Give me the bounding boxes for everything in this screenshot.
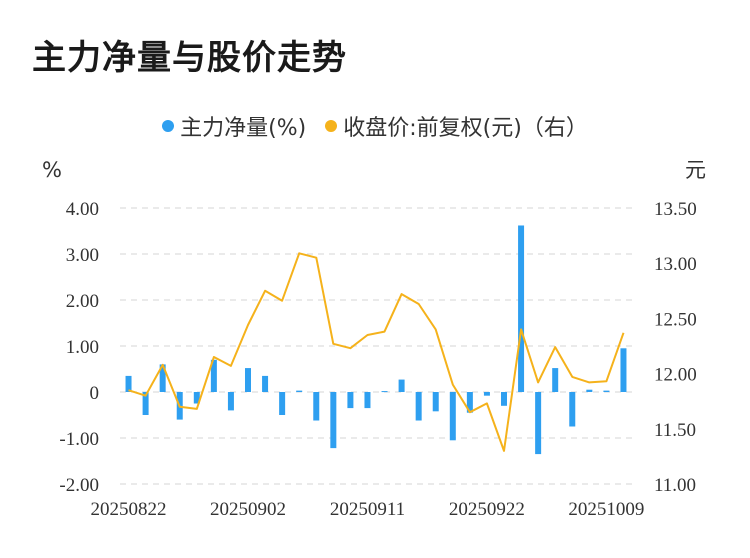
left-tick-label: 4.00 <box>66 199 99 220</box>
bar <box>210 359 217 392</box>
x-tick-label: 20250902 <box>210 499 286 520</box>
right-unit-label: 元 <box>685 158 706 182</box>
bar <box>262 375 269 392</box>
bar-series <box>125 225 627 455</box>
bar <box>227 392 234 411</box>
bar <box>518 225 525 392</box>
legend-bar-label: 主力净量(%) <box>180 116 307 141</box>
right-tick-label: 13.50 <box>654 199 697 220</box>
legend-item-line[interactable]: 收盘价:前复权(元)（右） <box>325 110 588 142</box>
line-series <box>128 252 625 452</box>
right-tick-label: 13.00 <box>654 254 697 275</box>
right-axis: 13.50 13.00 12.50 12.00 11.50 11.00 <box>654 199 697 496</box>
bar <box>466 392 473 413</box>
bar <box>364 392 371 409</box>
right-tick-label: 11.50 <box>654 420 696 441</box>
x-tick-label: 20250911 <box>330 499 405 520</box>
grid-lines <box>120 207 632 485</box>
bar <box>501 392 507 406</box>
bar <box>432 392 439 412</box>
x-tick-label: 20250822 <box>91 499 167 520</box>
x-axis: 20250822 20250902 20250911 20250922 20251009 <box>91 499 645 520</box>
right-tick-label: 11.00 <box>654 475 696 496</box>
chart-title: 主力净量与股价走势 <box>32 38 347 78</box>
bar <box>603 390 610 392</box>
bar <box>347 392 354 409</box>
left-tick-label: -2.00 <box>59 475 99 496</box>
bar <box>159 364 166 392</box>
left-tick-label: 0 <box>90 383 100 404</box>
bar <box>620 348 627 392</box>
price-line <box>128 252 625 452</box>
left-tick-label: 3.00 <box>66 245 99 266</box>
bar <box>313 392 320 421</box>
bar <box>449 392 456 441</box>
bar <box>398 379 405 392</box>
bar <box>279 392 286 415</box>
legend: 主力净量(%) 收盘价:前复权(元)（右） <box>0 110 750 142</box>
bar <box>586 389 593 392</box>
x-tick-label: 20250922 <box>449 499 525 520</box>
bar <box>569 392 576 427</box>
right-tick-label: 12.50 <box>654 309 697 330</box>
left-tick-label: -1.00 <box>59 429 99 450</box>
bar <box>535 392 542 455</box>
legend-bar-dot <box>162 120 175 132</box>
bar <box>245 368 251 392</box>
bar <box>381 391 388 393</box>
bar <box>193 392 200 404</box>
left-tick-label: 1.00 <box>66 337 99 358</box>
left-tick-label: 2.00 <box>66 291 99 312</box>
left-unit-label: % <box>42 158 62 182</box>
left-axis: 4.00 3.00 2.00 1.00 0 -1.00 -2.00 <box>59 199 99 496</box>
bar <box>483 392 490 396</box>
x-tick-label: 20251009 <box>568 499 644 520</box>
right-tick-label: 12.00 <box>654 365 697 386</box>
bar <box>415 392 422 421</box>
legend-line-dot <box>325 120 338 132</box>
bar <box>552 368 559 392</box>
bar <box>296 390 303 392</box>
legend-line-label: 收盘价:前复权(元)（右） <box>343 116 588 141</box>
bar <box>330 392 337 449</box>
legend-item-bar[interactable]: 主力净量(%) <box>162 110 306 142</box>
bar <box>125 375 132 392</box>
bar <box>142 392 149 415</box>
